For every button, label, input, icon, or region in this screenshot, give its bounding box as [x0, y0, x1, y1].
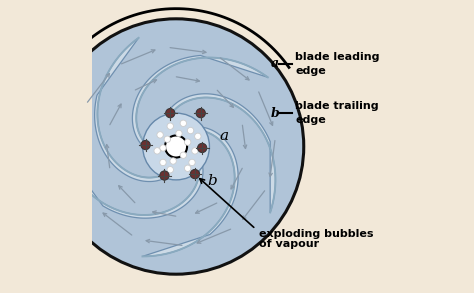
Circle shape: [180, 120, 186, 127]
Circle shape: [157, 132, 163, 138]
Circle shape: [48, 19, 304, 274]
Circle shape: [164, 136, 171, 142]
Circle shape: [187, 127, 194, 134]
Text: edge: edge: [295, 115, 326, 125]
Circle shape: [167, 123, 173, 130]
Circle shape: [154, 148, 160, 154]
Circle shape: [165, 135, 187, 158]
Polygon shape: [61, 149, 203, 218]
Polygon shape: [164, 94, 275, 212]
Text: b: b: [208, 174, 217, 188]
Circle shape: [165, 108, 175, 118]
Polygon shape: [132, 55, 268, 149]
Circle shape: [176, 130, 182, 137]
Text: b: b: [270, 107, 279, 120]
Circle shape: [191, 148, 198, 154]
Text: a: a: [270, 57, 279, 70]
Circle shape: [160, 145, 166, 151]
Text: blade trailing: blade trailing: [295, 101, 379, 111]
Circle shape: [160, 171, 169, 180]
Circle shape: [143, 113, 210, 180]
Polygon shape: [143, 127, 238, 256]
Text: of vapour: of vapour: [259, 239, 319, 249]
Circle shape: [167, 166, 173, 173]
Text: a: a: [219, 129, 228, 143]
Text: exploding bubbles: exploding bubbles: [259, 229, 373, 239]
Circle shape: [180, 152, 186, 159]
Polygon shape: [95, 38, 169, 182]
Circle shape: [195, 133, 201, 139]
Circle shape: [141, 140, 150, 150]
Text: blade leading: blade leading: [295, 52, 380, 62]
Circle shape: [198, 143, 207, 153]
Circle shape: [189, 159, 195, 166]
Text: edge: edge: [295, 66, 326, 76]
Circle shape: [184, 139, 191, 145]
Circle shape: [184, 165, 191, 171]
Circle shape: [170, 158, 176, 164]
Circle shape: [196, 108, 205, 118]
Circle shape: [190, 169, 200, 179]
Circle shape: [160, 159, 166, 166]
